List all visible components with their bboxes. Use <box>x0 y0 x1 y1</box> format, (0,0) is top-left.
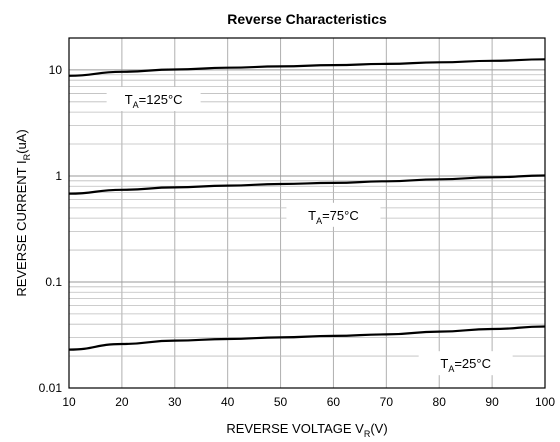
x-tick-label: 100 <box>535 395 555 409</box>
series-label: TA=25°C <box>440 356 491 374</box>
grid <box>69 38 545 388</box>
y-axis-label: REVERSE CURRENT IR(uA) <box>14 129 32 296</box>
x-tick-label: 50 <box>274 395 288 409</box>
x-tick-label: 30 <box>168 395 182 409</box>
x-tick-label: 70 <box>380 395 394 409</box>
series-labels: TA=125°C TA=75°C TA=25°C <box>106 87 513 376</box>
y-tick-label: 0.01 <box>39 381 63 395</box>
x-axis-label: REVERSE VOLTAGE VR(V) <box>226 421 387 439</box>
series-label: TA=75°C <box>308 208 359 226</box>
series-label: TA=125°C <box>125 92 183 110</box>
chart-title: Reverse Characteristics <box>227 11 387 27</box>
series-label-bg <box>106 87 201 112</box>
x-tick-label: 80 <box>433 395 447 409</box>
series-label-bg <box>418 351 513 376</box>
tick-labels: 10 20 30 40 50 60 70 80 90 100 0.01 0.1 1 10 <box>39 63 556 409</box>
x-tick-label: 60 <box>327 395 341 409</box>
series-line-2 <box>68 325 546 351</box>
series-label-bg <box>286 202 381 227</box>
curves <box>68 58 546 351</box>
series-line-1 <box>68 174 546 195</box>
x-tick-label: 40 <box>221 395 235 409</box>
y-tick-label: 1 <box>55 169 62 183</box>
y-tick-label: 0.1 <box>45 275 62 289</box>
series-line-0 <box>68 58 546 77</box>
plot-frame <box>68 37 546 389</box>
y-tick-label: 10 <box>49 63 63 77</box>
x-tick-label: 20 <box>115 395 129 409</box>
x-tick-label: 90 <box>485 395 499 409</box>
x-tick-label: 10 <box>62 395 76 409</box>
